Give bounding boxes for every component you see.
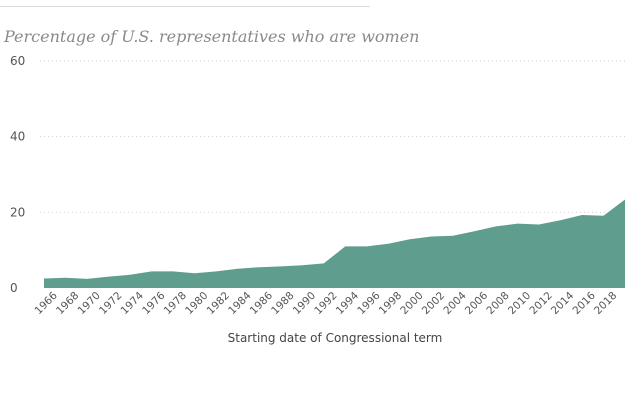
area-women-share [44, 199, 625, 288]
x-tick-label: 1982 [205, 290, 232, 317]
x-tick-label: 1992 [312, 290, 339, 317]
y-axis-ticks: 0 20 40 60 [10, 54, 25, 295]
x-tick-label: 1990 [291, 290, 318, 317]
x-tick-label: 2014 [549, 289, 577, 317]
x-tick-label: 1998 [377, 290, 404, 317]
x-tick-label: 2012 [527, 290, 554, 317]
x-tick-label: 2018 [592, 290, 619, 317]
x-tick-label: 1980 [183, 290, 210, 317]
x-axis-label: Starting date of Congressional term [228, 331, 443, 345]
x-tick-label: 2002 [420, 290, 447, 317]
x-tick-label: 1994 [334, 289, 362, 317]
x-tick-label: 1984 [226, 289, 254, 317]
x-tick-label: 1996 [355, 289, 383, 317]
x-tick-label: 1988 [269, 290, 296, 317]
x-tick-label: 2004 [441, 289, 469, 317]
x-tick-label: 2006 [463, 289, 491, 317]
x-tick-label: 2008 [484, 290, 511, 317]
y-tick-label: 40 [10, 130, 25, 144]
x-tick-label: 2000 [398, 290, 425, 317]
gridlines [40, 60, 628, 213]
y-tick-label: 20 [10, 205, 25, 219]
x-tick-label: 1966 [32, 289, 60, 317]
x-tick-label: 1968 [54, 290, 81, 317]
chart-title: Percentage of U.S. representatives who a… [4, 27, 420, 46]
top-divider [0, 6, 370, 7]
x-tick-label: 1986 [248, 289, 276, 317]
y-tick-label: 60 [10, 54, 25, 68]
area-series [43, 199, 626, 288]
x-tick-label: 1970 [76, 290, 103, 317]
x-axis-ticks: 1966196819701972197419761978198019821984… [32, 289, 619, 317]
x-tick-label: 2010 [506, 290, 533, 317]
x-tick-label: 1974 [119, 289, 147, 317]
x-tick-label: 1972 [97, 290, 124, 317]
x-tick-label: 1978 [162, 290, 189, 317]
y-tick-label: 0 [10, 281, 18, 295]
x-tick-label: 1976 [140, 289, 168, 317]
x-tick-label: 2016 [570, 289, 598, 317]
